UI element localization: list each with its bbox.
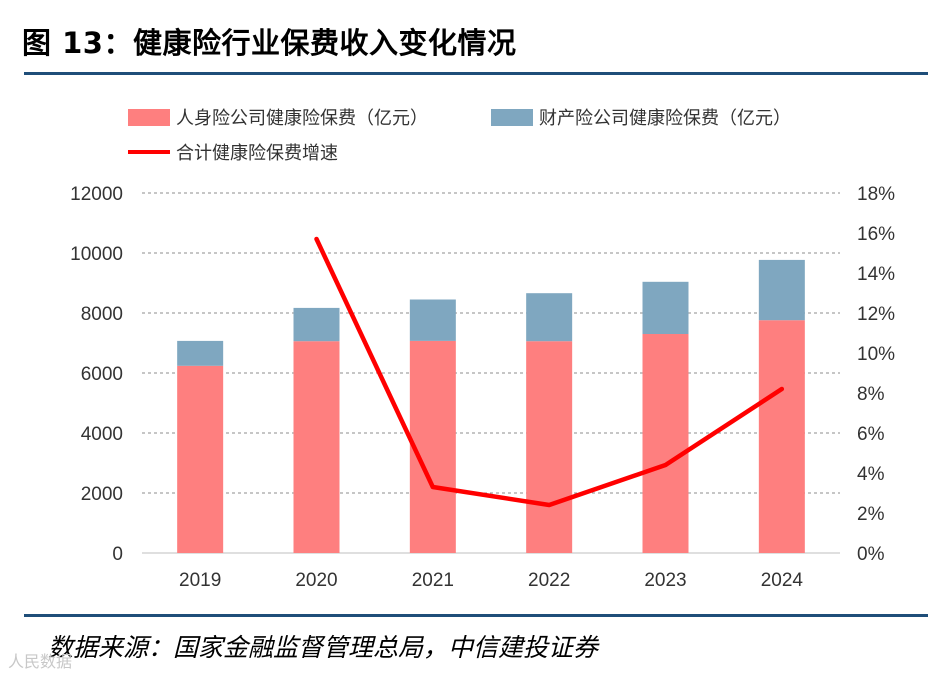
growth-point-2020 xyxy=(314,237,319,241)
left-tick-label: 2000 xyxy=(81,484,123,505)
growth-point-2024 xyxy=(779,387,784,391)
legend-label-life: 人身险公司健康险保费（亿元） xyxy=(176,108,428,129)
gridlines xyxy=(142,192,840,554)
growth-point-2023 xyxy=(663,463,668,467)
right-tick-label: 4% xyxy=(857,464,885,485)
right-tick-label: 10% xyxy=(857,344,895,365)
left-tick-label: 0 xyxy=(112,544,123,565)
growth-point-2021 xyxy=(430,485,435,489)
chart: 人身险公司健康险保费（亿元） 财产险公司健康险保费（亿元） 合计健康险保费增速 … xyxy=(70,108,895,591)
left-tick-label: 4000 xyxy=(81,424,123,445)
source-note: 数据来源：国家金融监督管理总局，中信建投证券 xyxy=(48,633,599,662)
left-tick-label: 8000 xyxy=(81,304,123,325)
right-tick-label: 6% xyxy=(857,424,885,445)
growth-line-layer xyxy=(314,236,785,508)
bar-life-2024 xyxy=(758,320,805,553)
growth-point-2022 xyxy=(547,503,552,507)
x-tick-label: 2021 xyxy=(412,570,454,591)
bar-life-2020 xyxy=(293,341,340,553)
left-tick-label: 6000 xyxy=(81,364,123,385)
x-tick-label: 2019 xyxy=(179,570,221,591)
bar-property-2023 xyxy=(642,281,689,334)
bar-life-2019 xyxy=(177,365,224,553)
right-tick-label: 18% xyxy=(857,184,895,205)
bottom-divider xyxy=(24,614,928,617)
bar-property-2024 xyxy=(758,259,805,321)
left-tick-label: 12000 xyxy=(70,184,123,205)
bar-life-2023 xyxy=(642,334,689,553)
right-tick-label: 8% xyxy=(857,384,885,405)
x-axis: 2019 2020 2021 2022 2023 2024 xyxy=(179,570,803,591)
figure-title: 图 13：健康险行业保费收入变化情况 xyxy=(22,26,517,60)
right-tick-label: 12% xyxy=(857,304,895,325)
right-tick-label: 14% xyxy=(857,264,895,285)
x-tick-label: 2022 xyxy=(528,570,570,591)
left-tick-label: 10000 xyxy=(70,244,123,265)
right-tick-label: 16% xyxy=(857,224,895,245)
x-tick-label: 2020 xyxy=(295,570,337,591)
right-tick-label: 0% xyxy=(857,544,885,565)
legend-label-property: 财产险公司健康险保费（亿元） xyxy=(539,108,791,129)
bar-property-2019 xyxy=(177,340,224,366)
bar-property-2020 xyxy=(293,307,340,342)
legend-label-growth: 合计健康险保费增速 xyxy=(176,143,338,164)
left-axis: 0 2000 4000 6000 8000 10000 12000 xyxy=(70,184,123,565)
bars xyxy=(177,259,805,553)
legend: 人身险公司健康险保费（亿元） 财产险公司健康险保费（亿元） 合计健康险保费增速 xyxy=(128,108,791,164)
legend-swatch-property xyxy=(491,109,533,126)
watermark: 人民数据 xyxy=(8,652,73,671)
x-tick-label: 2023 xyxy=(644,570,686,591)
bar-property-2021 xyxy=(409,299,456,341)
legend-swatch-life xyxy=(128,109,170,126)
right-axis: 0% 2% 4% 6% 8% 10% 12% 14% 16% 18% xyxy=(857,184,895,565)
x-tick-label: 2024 xyxy=(761,570,804,591)
bar-property-2022 xyxy=(526,293,573,342)
top-divider xyxy=(24,72,928,75)
bar-life-2021 xyxy=(409,340,456,553)
bar-life-2022 xyxy=(526,341,573,553)
right-tick-label: 2% xyxy=(857,504,885,525)
